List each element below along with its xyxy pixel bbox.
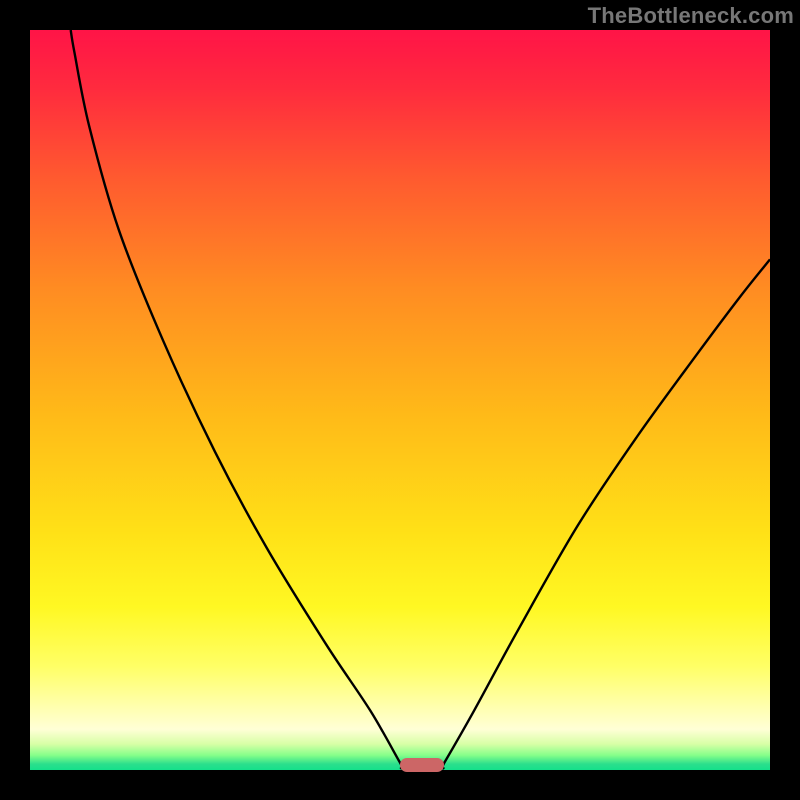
plot-area (30, 30, 770, 770)
watermark-text: TheBottleneck.com (588, 3, 794, 29)
outer-frame: TheBottleneck.com (0, 0, 800, 800)
bottleneck-curve-path (71, 30, 770, 768)
optimal-marker (400, 758, 444, 772)
bottleneck-curve (30, 30, 770, 770)
